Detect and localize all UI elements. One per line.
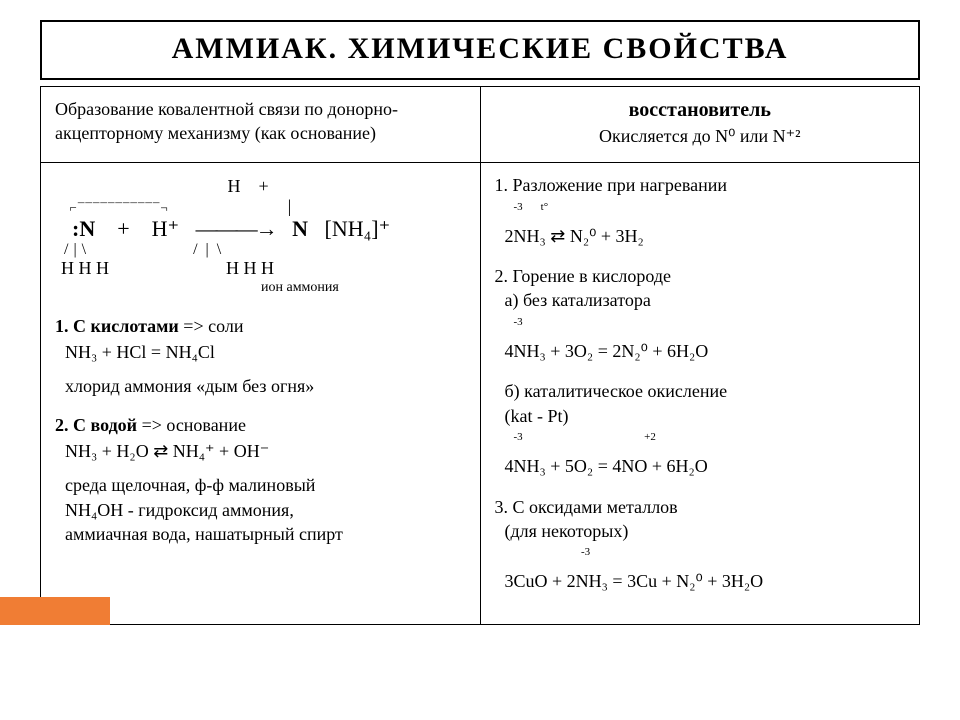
r2b-eq: 4NH₃ + 5O₂ = 4NO + 6H₂O xyxy=(505,456,708,476)
mech-h-top: H xyxy=(228,176,241,196)
r2b-ann-r: +2 xyxy=(644,431,656,443)
mech-N-left: :N xyxy=(72,216,95,241)
r2a-eq: 4NH₃ + 3O₂ = 2N₂⁰ + 6H₂O xyxy=(505,341,709,361)
r1-ann-left: -3 xyxy=(514,201,523,213)
l2-sub2: NH₄OH - гидроксид аммония, xyxy=(65,498,466,522)
l2-arrow: => основание xyxy=(142,415,246,435)
header-left: Образование ковалентной связи по донорно… xyxy=(41,87,481,163)
l2-sub1: среда щелочная, ф-ф малиновый xyxy=(65,473,466,497)
l1-sub2: «дым без огня» xyxy=(196,376,314,396)
title-box: АММИАК. ХИМИЧЕСКИЕ СВОЙСТВА xyxy=(40,20,920,80)
r2b: б) каталитическое окисление xyxy=(505,379,906,403)
right-block-2: 2. Горение в кислороде а) без катализато… xyxy=(495,264,906,478)
left-cell: H + ⌐¯¯¯¯¯¯¯¯¯¯¯¬ | :N + H⁺ —— xyxy=(41,163,481,624)
l1-eq: NH₃ + HCl = NH₄Cl xyxy=(65,340,466,364)
l1-arrow: => соли xyxy=(183,316,243,336)
right-block-1: 1. Разложение при нагревании -3 t° 2NH₃ … xyxy=(495,173,906,248)
mechanism-diagram: H + ⌐¯¯¯¯¯¯¯¯¯¯¯¬ | :N + H⁺ —— xyxy=(61,177,466,296)
r1-ann-mid: t° xyxy=(541,201,548,213)
arrow-icon: ———→ xyxy=(196,216,276,241)
l1-sub1: хлорид аммония xyxy=(65,376,192,396)
mech-N-right: N xyxy=(292,216,308,241)
r2a-ann: -3 xyxy=(514,316,523,328)
r2b-ann-l: -3 xyxy=(514,431,523,443)
l1-title: 1. С кислотами xyxy=(55,316,179,336)
mech-plus: + xyxy=(117,216,129,241)
right-cell: 1. Разложение при нагревании -3 t° 2NH₃ … xyxy=(480,163,920,624)
corner-accent xyxy=(0,597,110,625)
left-block-1: 1. С кислотами => соли NH₃ + HCl = NH₄Cl… xyxy=(55,314,466,399)
r3-eq: 3CuO + 2NH₃ = 3Cu + N₂⁰ + 3H₂O xyxy=(505,571,764,591)
properties-table: Образование ковалентной связи по донорно… xyxy=(40,86,920,625)
header-right-sub: Окисляется до N⁰ или N⁺² xyxy=(599,126,801,146)
r2b-kat: (kat - Pt) xyxy=(505,404,906,428)
page-title: АММИАК. ХИМИЧЕСКИЕ СВОЙСТВА xyxy=(62,32,898,66)
header-left-text: Образование ковалентной связи по донорно… xyxy=(55,99,398,143)
mech-h-row-right: H H H xyxy=(226,258,274,278)
left-block-2: 2. С водой => основание NH₃ + H₂O ⇄ NH₄⁺… xyxy=(55,413,466,546)
mech-cation: [NH₄]⁺ xyxy=(325,216,391,241)
r1-title: 1. Разложение при нагревании xyxy=(495,175,728,195)
mech-plus-top: + xyxy=(259,176,269,196)
r3-title: 3. С оксидами металлов xyxy=(495,497,678,517)
r3-sub: (для некоторых) xyxy=(505,519,906,543)
l2-title: 2. С водой xyxy=(55,415,137,435)
mech-hplus: H⁺ xyxy=(152,216,180,241)
l2-sub3: аммиачная вода, нашатырный спирт xyxy=(65,522,466,546)
r3-ann: -3 xyxy=(581,546,590,558)
header-right-title: восстановитель xyxy=(629,99,771,121)
mech-h-row-left: H H H xyxy=(61,258,109,278)
header-right: восстановитель Окисляется до N⁰ или N⁺² xyxy=(480,87,920,163)
r1-eq: 2NH₃ ⇄ N₂⁰ + 3H₂ xyxy=(505,226,644,246)
right-block-3: 3. С оксидами металлов (для некоторых) -… xyxy=(495,495,906,594)
r2a: а) без катализатора xyxy=(505,288,906,312)
ion-label: ион аммония xyxy=(261,280,339,295)
r2-title: 2. Горение в кислороде xyxy=(495,266,672,286)
l2-eq: NH₃ + H₂O ⇄ NH₄⁺ + OH⁻ xyxy=(65,439,466,463)
